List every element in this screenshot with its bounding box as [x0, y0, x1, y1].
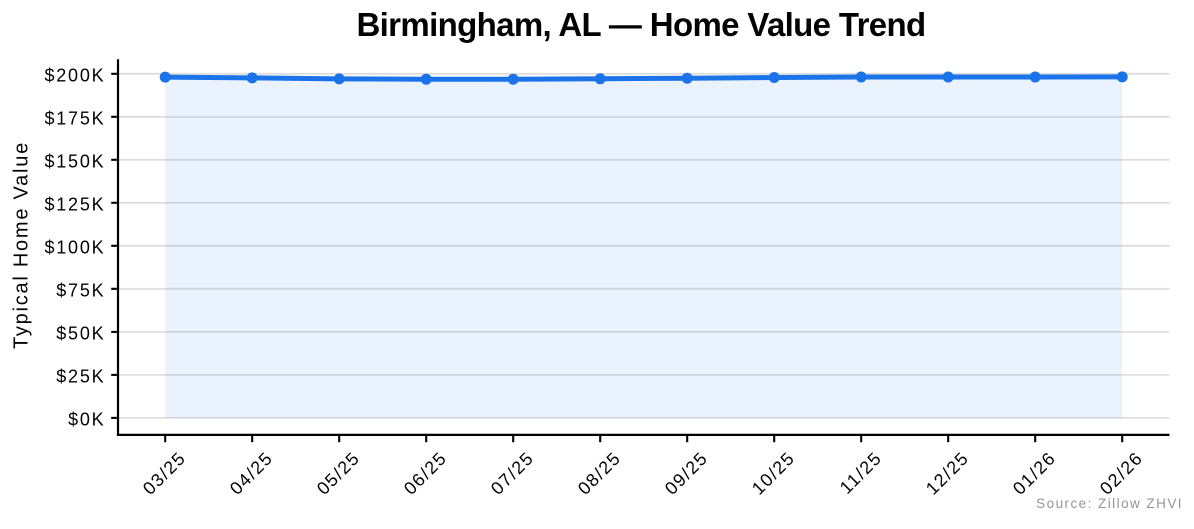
svg-text:$200K: $200K: [44, 65, 105, 85]
svg-text:Typical Home Value: Typical Home Value: [11, 141, 33, 349]
svg-text:Birmingham, AL — Home Value Tr: Birmingham, AL — Home Value Trend: [356, 6, 925, 43]
svg-text:$100K: $100K: [44, 237, 105, 257]
svg-text:$75K: $75K: [56, 280, 105, 300]
svg-text:$175K: $175K: [44, 108, 105, 128]
svg-text:$0K: $0K: [68, 410, 105, 430]
svg-text:$150K: $150K: [44, 151, 105, 171]
svg-text:$125K: $125K: [44, 194, 105, 214]
svg-text:$25K: $25K: [56, 367, 105, 387]
svg-text:Source: Zillow ZHVI: Source: Zillow ZHVI: [1036, 496, 1183, 511]
svg-text:$50K: $50K: [56, 324, 105, 344]
